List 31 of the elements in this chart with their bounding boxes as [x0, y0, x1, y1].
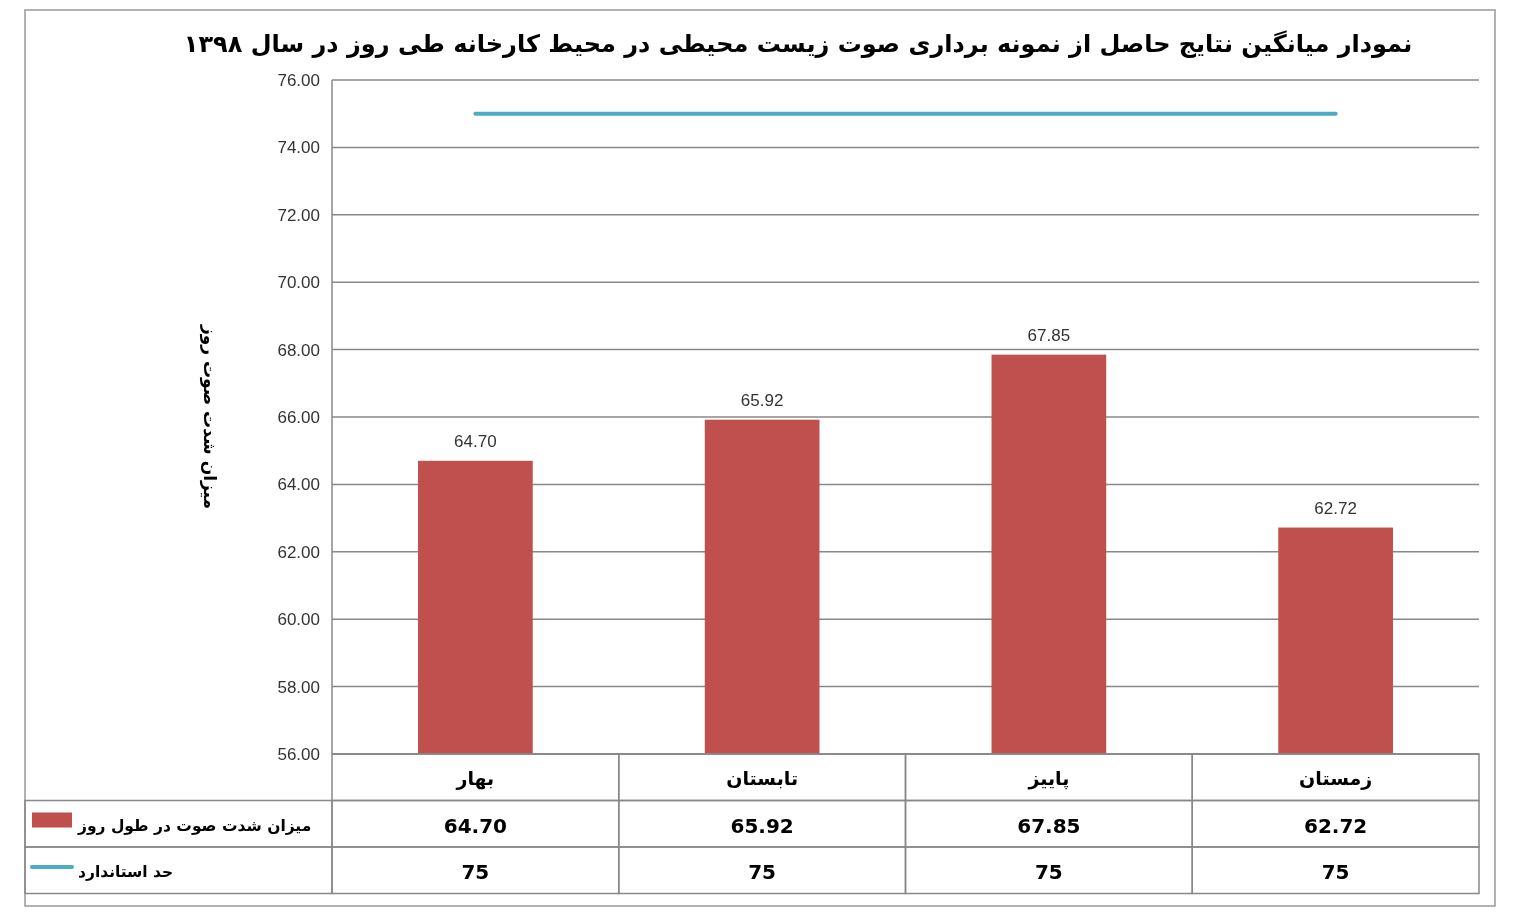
legend-label: حد استاندارد	[78, 863, 174, 881]
y-tick-label: 68.00	[277, 340, 320, 360]
y-axis-title: میزان شدت صوت روز	[199, 323, 220, 510]
y-tick-label: 60.00	[277, 610, 320, 630]
x-tick-label: زمستان	[1299, 767, 1373, 790]
y-tick-label: 64.00	[277, 475, 320, 495]
data-label: 62.72	[1303, 813, 1368, 838]
text: 64.70	[454, 431, 497, 451]
data-label: 64.70	[443, 813, 508, 838]
x-tick-label: پاییز	[1027, 767, 1070, 790]
y-tick-label: 56.00	[277, 745, 320, 764]
x-tick-label: تابستان	[726, 767, 799, 789]
y-tick-label: 58.00	[277, 677, 320, 697]
y-tick-label: 62.00	[277, 542, 320, 562]
text: 65.92	[740, 390, 784, 410]
chart-title: نمودار میانگین نتایج حاصل از نمونه برداری صوت زیست محیطی در محیط کارخانه طی روز در سال ۱۳۹۸	[183, 30, 1413, 58]
data-label: 75	[1321, 860, 1350, 884]
data-label: 75	[1034, 860, 1063, 884]
text: 67.85	[1027, 325, 1071, 345]
data-label: 65.92	[730, 813, 794, 838]
y-tick-label: 66.00	[277, 408, 320, 427]
data-label: 75	[748, 860, 777, 884]
data-label: 67.85	[1017, 813, 1081, 838]
legend-label: میزان شدت صوت در طول روز	[77, 816, 312, 835]
y-tick-label: 70.00	[277, 273, 320, 293]
data-label: 75	[461, 860, 490, 884]
y-tick-label: 76.00	[277, 71, 320, 90]
y-tick-label: 72.00	[277, 205, 320, 225]
text: 62.72	[1314, 498, 1357, 518]
x-tick-label: بهار	[455, 767, 495, 790]
y-tick-label: 74.00	[277, 138, 320, 158]
